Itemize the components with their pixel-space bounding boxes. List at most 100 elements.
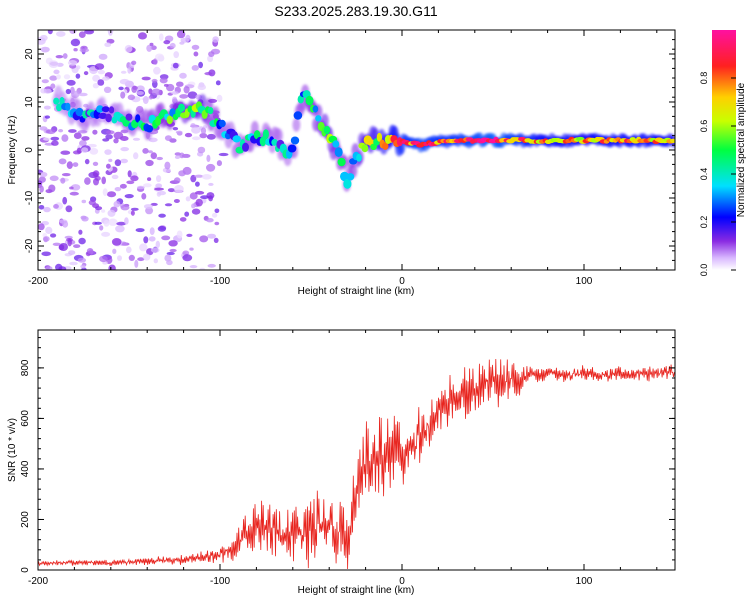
heatmap-speckle [179, 217, 187, 222]
snr-frame [37, 329, 676, 571]
heatmap-speckle [131, 60, 137, 65]
heatmap-speckle [142, 148, 149, 154]
y-tick-label: 600 [20, 410, 31, 427]
colorbar: 0.0 0.2 0.4 0.6 0.8 Normalized spectral ampl… [699, 30, 747, 276]
heatmap-speckle [46, 129, 56, 135]
heatmap-speckle [195, 190, 205, 195]
heatmap-speckle [143, 204, 153, 209]
heatmap-speckle [180, 37, 190, 43]
heatmap-speckle [55, 55, 64, 59]
heatmap-speckle [72, 162, 79, 168]
heatmap-speckle [45, 226, 53, 234]
heatmap-speckle [124, 217, 129, 225]
heatmap-speckle [45, 266, 53, 270]
heatmap-ridge-cell [332, 140, 340, 148]
heatmap-speckle [53, 204, 59, 209]
heatmap-speckle [83, 71, 89, 76]
heatmap-speckle [70, 184, 81, 191]
heatmap-speckle [106, 130, 115, 135]
heatmap-speckle [198, 61, 204, 69]
heatmap-speckle [84, 177, 91, 185]
heatmap-speckle [49, 175, 59, 182]
heatmap-speckle [127, 67, 132, 74]
heatmap-speckle [150, 45, 157, 50]
heatmap-speckle [214, 208, 220, 214]
heatmap-ridge-cell [334, 147, 343, 158]
heatmap-ridge-cell [235, 146, 244, 154]
heatmap-speckle [132, 137, 141, 141]
heatmap-ridge-cell [253, 130, 261, 140]
heatmap-ridge-cell [105, 113, 112, 123]
heatmap-speckle [213, 237, 219, 243]
heatmap-ridge-cell [53, 97, 60, 105]
snr-y-axis: 0 200 400 600 800 [20, 337, 675, 573]
heatmap-speckle [39, 126, 48, 131]
y-tick-label: 200 [20, 511, 31, 528]
heatmap-speckle [44, 115, 51, 119]
heatmap-speckle [154, 187, 165, 191]
heatmap-speckle [169, 248, 177, 253]
heatmap-speckle [38, 223, 45, 231]
heatmap-ridge-cell [56, 103, 63, 112]
figure-title: S233.2025.283.19.30.G11 [274, 3, 437, 19]
heatmap-ridge-cell [293, 111, 303, 120]
heatmap-speckle [207, 55, 214, 63]
heatmap-speckle [113, 138, 119, 144]
heatmap-speckle [108, 264, 116, 270]
heatmap-speckle [153, 66, 161, 75]
heatmap-speckle [115, 225, 125, 233]
heatmap-speckle [178, 170, 186, 177]
heatmap-speckle [156, 191, 162, 197]
heatmap-ridge-cell [297, 95, 304, 104]
colorbar-tick-label: 0.2 [699, 216, 709, 229]
heatmap-speckle [136, 185, 145, 190]
heatmap-speckle [73, 132, 82, 139]
heatmap-x-axis: -200 -100 0 100 [28, 30, 658, 287]
heatmap-speckle [60, 177, 66, 184]
heatmap-speckle [48, 60, 59, 68]
heatmap-speckle [145, 159, 154, 167]
heatmap-speckle [201, 174, 212, 180]
heatmap-ridge [52, 84, 675, 192]
heatmap-speckle [58, 266, 67, 270]
snr-x-axis: -200 -100 0 100 [28, 330, 658, 587]
heatmap-ridge-cell [340, 171, 349, 182]
heatmap-speckle [95, 206, 103, 211]
heatmap-speckle [61, 173, 71, 177]
heatmap-ridge-cell [271, 138, 278, 146]
heatmap-speckle [51, 140, 59, 146]
heatmap-ridge-cell [242, 142, 249, 152]
heatmap-speckle [50, 233, 57, 238]
heatmap-speckle [92, 129, 98, 135]
heatmap-ridge-cell [145, 125, 154, 133]
x-tick-label: -100 [210, 276, 230, 287]
heatmap-speckle [184, 132, 193, 138]
heatmap-speckle [66, 161, 73, 170]
heatmap-speckle [134, 259, 139, 268]
heatmap-speckle [159, 33, 164, 41]
heatmap-speckle [171, 96, 178, 104]
heatmap-speckle [104, 149, 112, 155]
snr-panel: -200 -100 0 100 0 200 400 600 800 Height of str… [7, 329, 676, 596]
heatmap-speckle [81, 216, 89, 222]
heatmap-speckle [69, 191, 79, 196]
heatmap-speckle [59, 243, 68, 251]
heatmap-ridge-halo [292, 117, 301, 132]
heatmap-speckle [197, 84, 206, 91]
heatmap-ridge-cell [101, 106, 110, 113]
heatmap-ridge-cell [125, 113, 133, 121]
heatmap-speckle [166, 259, 173, 266]
heatmap-speckle [78, 229, 83, 235]
heatmap-speckle [155, 53, 164, 61]
x-tick-label: -200 [28, 276, 48, 287]
x-tick-label: -100 [210, 576, 230, 587]
heatmap-speckle [92, 74, 100, 82]
heatmap-speckle [143, 236, 149, 244]
heatmap-speckle [149, 42, 154, 47]
heatmap-speckle [38, 182, 43, 188]
heatmap-speckle [169, 42, 176, 49]
heatmap-speckle [136, 91, 144, 95]
heatmap-speckle [191, 203, 196, 209]
heatmap-x-axis-label: Height of straight line (km) [298, 286, 415, 297]
heatmap-speckle [130, 175, 139, 182]
